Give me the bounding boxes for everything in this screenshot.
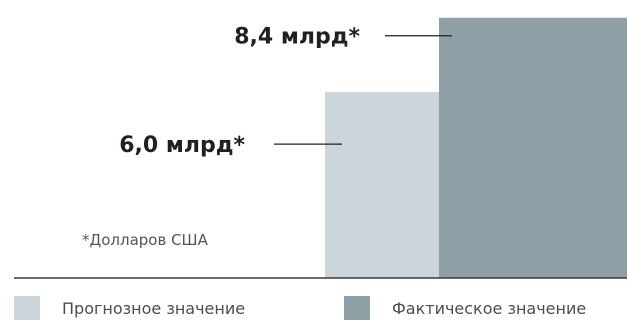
legend-item-actual: Фактическое значение [344,296,586,320]
bar-actual [439,17,627,278]
legend-item-forecast: Прогнозное значение [14,296,245,320]
legend-label-forecast: Прогнозное значение [62,298,246,318]
currency-footnote: *Долларов США [82,231,209,249]
legend-swatch-actual [344,296,370,320]
legend-label-actual: Фактическое значение [392,298,587,318]
legend-swatch-forecast [14,296,40,320]
value-label-forecast: 6,0 млрд* [119,133,245,158]
value-label-actual: 8,4 млрд* [234,25,360,50]
bar-forecast [325,92,439,278]
